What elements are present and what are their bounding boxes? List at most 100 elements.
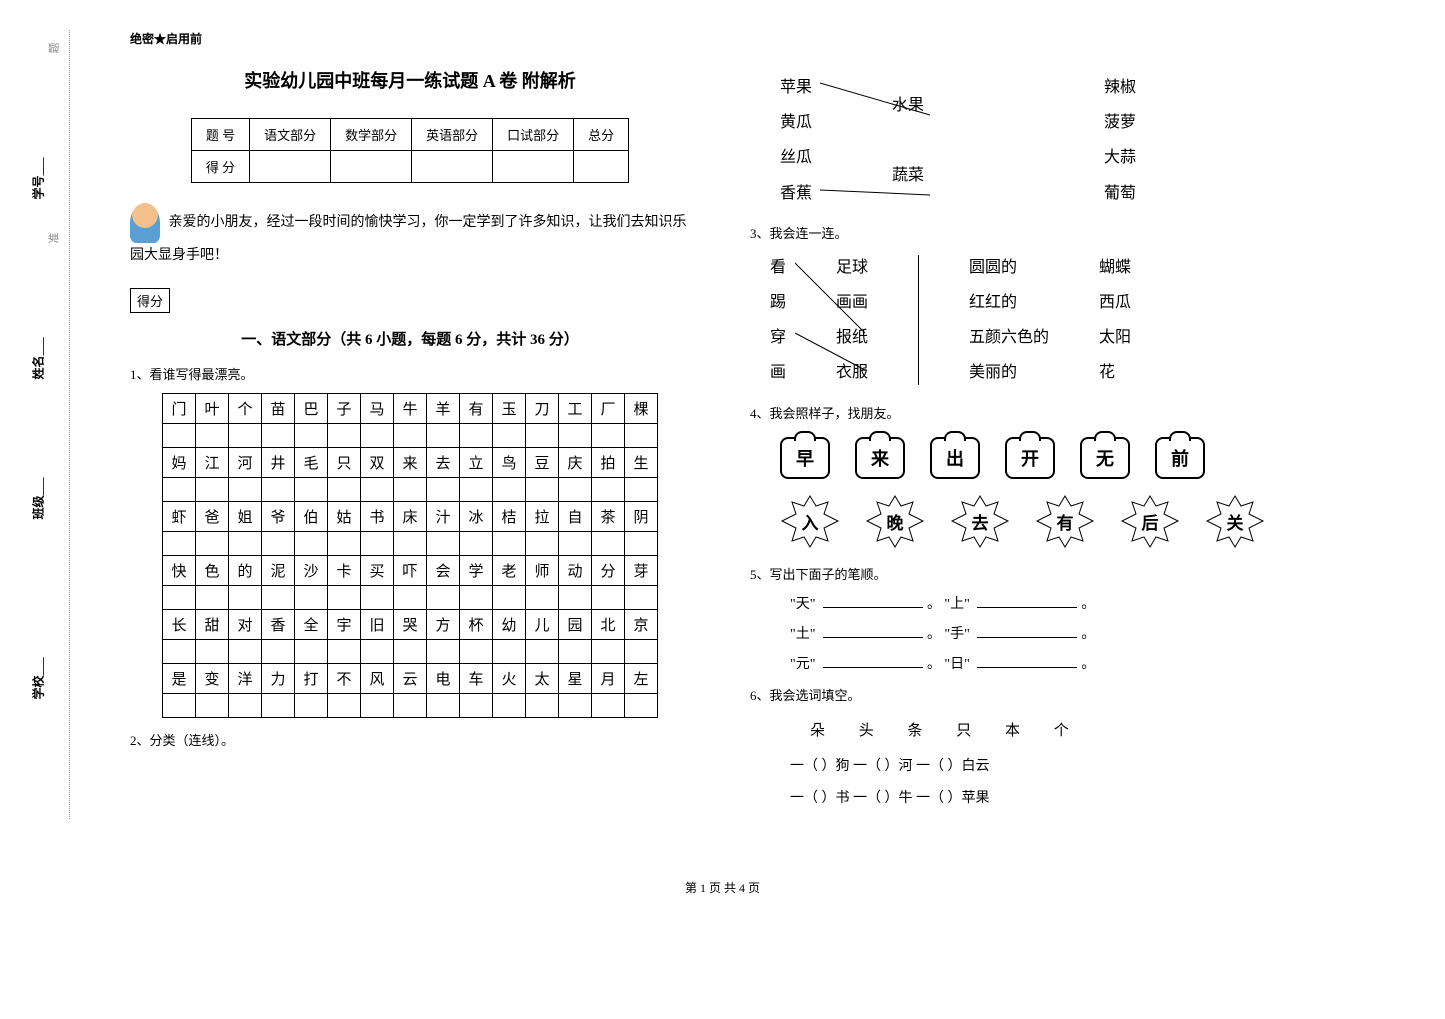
char-cell-empty bbox=[394, 478, 427, 502]
score-header: 口试部分 bbox=[493, 119, 574, 151]
match-item: 西瓜 bbox=[1099, 285, 1131, 320]
char-cell-empty bbox=[361, 424, 394, 448]
char-cell-empty bbox=[163, 478, 196, 502]
char-cell-empty bbox=[262, 532, 295, 556]
match-item: 辣椒 bbox=[1104, 70, 1136, 105]
char-cell: 床 bbox=[394, 502, 427, 532]
match-item: 美丽的 bbox=[969, 355, 1049, 390]
char-cell: 学 bbox=[460, 556, 493, 586]
char-cell-empty bbox=[262, 586, 295, 610]
match-item: 看 bbox=[770, 250, 786, 285]
char-cell-empty bbox=[394, 424, 427, 448]
char-cell: 井 bbox=[262, 448, 295, 478]
char-cell: 力 bbox=[262, 664, 295, 694]
char-cell: 拍 bbox=[592, 448, 625, 478]
char-cell: 沙 bbox=[295, 556, 328, 586]
margin-label: 姓名___ bbox=[29, 337, 46, 379]
char-cell: 牛 bbox=[394, 394, 427, 424]
char-cell: 棵 bbox=[625, 394, 658, 424]
char-cell-empty bbox=[163, 694, 196, 718]
char-cell-empty bbox=[328, 640, 361, 664]
match-item: 菠萝 bbox=[1104, 105, 1136, 140]
char-cell: 星 bbox=[559, 664, 592, 694]
char-cell-empty bbox=[328, 478, 361, 502]
char-cell: 北 bbox=[592, 610, 625, 640]
q3-col: 蝴蝶 西瓜 太阳 花 bbox=[1099, 250, 1131, 391]
stroke-row: "天" 。 "上" 。 bbox=[790, 593, 1370, 613]
match-col-right: 辣椒 菠萝 大蒜 葡萄 bbox=[1104, 70, 1136, 211]
exam-title: 实验幼儿园中班每月一练试题 A 卷 附解析 bbox=[130, 67, 690, 93]
char-cell: 对 bbox=[229, 610, 262, 640]
char-cell-empty bbox=[592, 478, 625, 502]
char-cell-empty bbox=[229, 478, 262, 502]
char-cell: 刀 bbox=[526, 394, 559, 424]
q6-row: 一（ ）狗 一（ ）河 一（ ）白云 bbox=[790, 755, 1370, 775]
char-cell-empty bbox=[460, 424, 493, 448]
char-cell: 门 bbox=[163, 394, 196, 424]
char-cell: 庆 bbox=[559, 448, 592, 478]
match-item: 红红的 bbox=[969, 285, 1049, 320]
match-item: 花 bbox=[1099, 355, 1131, 390]
char-cell: 茶 bbox=[592, 502, 625, 532]
match-item: 香蕉 bbox=[780, 176, 812, 211]
char-cell: 快 bbox=[163, 556, 196, 586]
score-header: 英语部分 bbox=[412, 119, 493, 151]
match-item: 大蒜 bbox=[1104, 140, 1136, 175]
char-cell: 太 bbox=[526, 664, 559, 694]
margin-label: 班级___ bbox=[29, 477, 46, 519]
char-cell: 爸 bbox=[196, 502, 229, 532]
char-cell: 鸟 bbox=[493, 448, 526, 478]
char-cell-empty bbox=[295, 478, 328, 502]
star-character: 晚 bbox=[865, 494, 925, 549]
char-cell: 卡 bbox=[328, 556, 361, 586]
q3-matching: 看 踢 穿 画 足球 画画 报纸 衣服 圆圆的 红红的 五颜六色的 bbox=[770, 250, 1370, 391]
char-cell-empty bbox=[625, 640, 658, 664]
char-cell-empty bbox=[196, 532, 229, 556]
char-cell-empty bbox=[592, 694, 625, 718]
char-cell: 旧 bbox=[361, 610, 394, 640]
char-cell-empty bbox=[493, 694, 526, 718]
secret-mark: 绝密★启用前 bbox=[130, 30, 690, 47]
char-cell: 打 bbox=[295, 664, 328, 694]
q3-label: 3、我会连一连。 bbox=[750, 223, 1370, 242]
char-cell: 江 bbox=[196, 448, 229, 478]
match-item: 蝴蝶 bbox=[1099, 250, 1131, 285]
char-cell-empty bbox=[262, 478, 295, 502]
char-cell: 豆 bbox=[526, 448, 559, 478]
char-cell: 不 bbox=[328, 664, 361, 694]
char-cell: 冰 bbox=[460, 502, 493, 532]
char-cell: 厂 bbox=[592, 394, 625, 424]
score-header: 题 号 bbox=[191, 119, 249, 151]
character-grid: 门叶个苗巴子马牛羊有玉刀工厂棵妈江河井毛只双来去立鸟豆庆拍生虾爸姐爷伯姑书床汁冰… bbox=[162, 393, 658, 718]
child-icon bbox=[130, 203, 160, 243]
char-cell: 洋 bbox=[229, 664, 262, 694]
char-cell-empty bbox=[361, 640, 394, 664]
char-cell: 左 bbox=[625, 664, 658, 694]
char-cell: 色 bbox=[196, 556, 229, 586]
left-page-column: 绝密★启用前 实验幼儿园中班每月一练试题 A 卷 附解析 题 号 语文部分 数学… bbox=[130, 30, 690, 819]
char-cell-empty bbox=[427, 694, 460, 718]
char-cell: 书 bbox=[361, 502, 394, 532]
char-cell: 香 bbox=[262, 610, 295, 640]
char-cell: 个 bbox=[229, 394, 262, 424]
match-item: 太阳 bbox=[1099, 320, 1131, 355]
char-cell-empty bbox=[460, 640, 493, 664]
char-cell: 是 bbox=[163, 664, 196, 694]
q1-label: 1、看谁写得最漂亮。 bbox=[130, 364, 690, 383]
char-cell: 芽 bbox=[625, 556, 658, 586]
char-cell-empty bbox=[526, 424, 559, 448]
char-cell: 汁 bbox=[427, 502, 460, 532]
char-cell-empty bbox=[460, 478, 493, 502]
char-cell-empty bbox=[559, 640, 592, 664]
char-cell: 虾 bbox=[163, 502, 196, 532]
char-cell-empty bbox=[229, 694, 262, 718]
char-cell-empty bbox=[394, 694, 427, 718]
match-item: 穿 bbox=[770, 320, 786, 355]
char-cell-empty bbox=[295, 586, 328, 610]
score-header: 语文部分 bbox=[250, 119, 331, 151]
box-character: 前 bbox=[1155, 437, 1205, 479]
char-cell-empty bbox=[526, 478, 559, 502]
match-item: 圆圆的 bbox=[969, 250, 1049, 285]
score-header: 数学部分 bbox=[331, 119, 412, 151]
char-cell: 全 bbox=[295, 610, 328, 640]
